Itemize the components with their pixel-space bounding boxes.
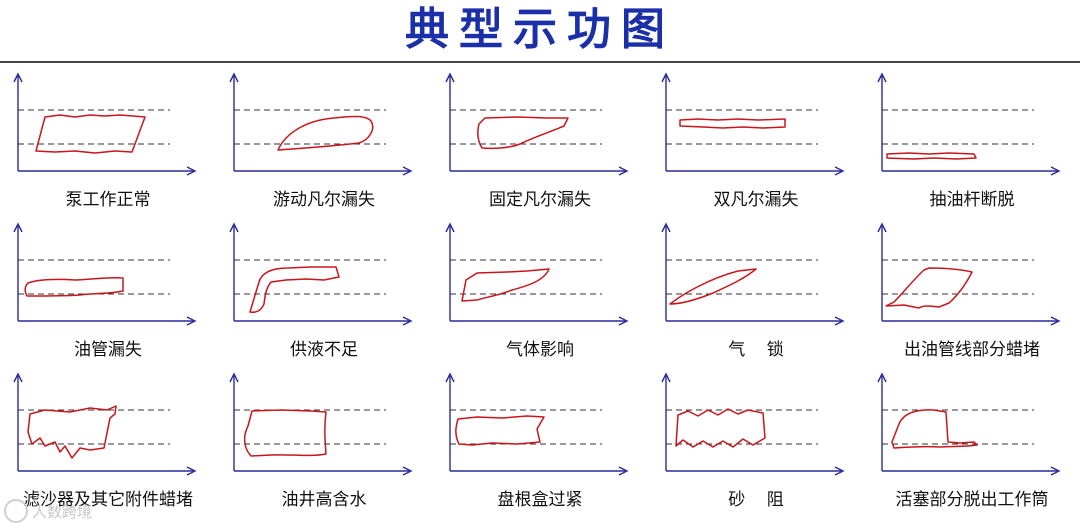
y-axis-arrow-icon	[445, 222, 455, 233]
x-axis-arrow-icon	[618, 316, 629, 326]
card-flowline-wax-block: 出油管线部分蜡堵	[864, 216, 1080, 366]
y-axis-arrow-icon	[445, 372, 455, 383]
y-axis-arrow-icon	[229, 372, 239, 383]
indicator-curve	[477, 116, 569, 150]
y-axis-arrow-icon	[877, 372, 887, 383]
x-axis-arrow-icon	[402, 166, 413, 176]
card-label: 盘根盒过紧	[497, 490, 583, 510]
card-gas-interference: 气体影响	[432, 216, 648, 366]
indicator-curve	[249, 266, 340, 313]
y-axis-arrow-icon	[877, 72, 887, 83]
y-axis-arrow-icon	[661, 222, 671, 233]
card-double-valve-leak: 双凡尔漏失	[648, 66, 864, 216]
watermark: 人数跨境	[4, 496, 92, 526]
indicator-curve	[891, 409, 978, 449]
watermark-logo-icon	[4, 499, 28, 523]
card-label: 气 锁	[728, 340, 784, 360]
dynamometer-plot	[13, 72, 197, 176]
dynamometer-card-grid: 泵工作正常 游动凡尔漏失 固定凡尔漏失 双凡尔漏失 抽油杆断脱油管漏失 供液不足 气体影响 气…	[0, 66, 1080, 521]
dynamometer-plot	[877, 72, 1061, 176]
y-axis-arrow-icon	[661, 372, 671, 383]
dynamometer-plot	[229, 222, 413, 326]
dynamometer-plot	[661, 222, 845, 326]
card-label: 滤沙器及其它附件蜡堵	[23, 490, 193, 510]
dynamometer-plot	[445, 222, 629, 326]
card-label: 出油管线部分蜡堵	[904, 340, 1040, 360]
dynamometer-plot	[877, 372, 1061, 476]
card-label: 油管漏失	[74, 340, 142, 360]
indicator-curve	[277, 115, 374, 151]
card-traveling-valve-leak: 游动凡尔漏失	[216, 66, 432, 216]
x-axis-arrow-icon	[186, 166, 197, 176]
x-axis-arrow-icon	[402, 316, 413, 326]
indicator-curve	[27, 405, 117, 459]
dynamometer-plot	[661, 372, 845, 476]
card-sand-blockage: 砂 阻	[648, 366, 864, 516]
dynamometer-plot	[661, 72, 845, 176]
indicator-curve	[886, 152, 977, 160]
y-axis-arrow-icon	[445, 72, 455, 83]
x-axis-arrow-icon	[618, 166, 629, 176]
card-label: 抽油杆断脱	[929, 190, 1015, 210]
card-label: 泵工作正常	[65, 190, 151, 210]
card-label: 供液不足	[290, 340, 358, 360]
dynamometer-plot	[13, 372, 197, 476]
x-axis-arrow-icon	[1050, 466, 1061, 476]
y-axis-arrow-icon	[229, 222, 239, 233]
card-tubing-leak: 油管漏失	[0, 216, 216, 366]
card-normal: 泵工作正常	[0, 66, 216, 216]
card-plunger-out-of-barrel: 活塞部分脱出工作筒	[864, 366, 1080, 516]
indicator-curve	[885, 267, 973, 309]
y-axis-arrow-icon	[229, 72, 239, 83]
x-axis-arrow-icon	[1050, 166, 1061, 176]
x-axis-arrow-icon	[834, 466, 845, 476]
indicator-curve	[455, 415, 545, 446]
x-axis-arrow-icon	[402, 466, 413, 476]
indicator-curve	[35, 114, 146, 154]
y-axis-arrow-icon	[13, 372, 23, 383]
card-label: 气体影响	[506, 340, 574, 360]
x-axis-arrow-icon	[834, 166, 845, 176]
dynamometer-plot	[445, 72, 629, 176]
page-title: 典型示功图	[405, 4, 675, 55]
y-axis-arrow-icon	[13, 72, 23, 83]
card-label: 游动凡尔漏失	[273, 190, 375, 210]
x-axis-arrow-icon	[186, 466, 197, 476]
card-rod-parted: 抽油杆断脱	[864, 66, 1080, 216]
card-label: 砂 阻	[728, 490, 784, 510]
card-label: 活塞部分脱出工作筒	[895, 490, 1049, 510]
indicator-curve	[669, 268, 757, 305]
card-sand-filter-wax-block: 滤沙器及其它附件蜡堵	[0, 366, 216, 516]
card-standing-valve-leak: 固定凡尔漏失	[432, 66, 648, 216]
x-axis-arrow-icon	[1050, 316, 1061, 326]
dynamometer-plot	[877, 222, 1061, 326]
card-label: 双凡尔漏失	[713, 190, 799, 210]
card-label: 固定凡尔漏失	[489, 190, 591, 210]
title-divider	[0, 61, 1080, 63]
indicator-curve	[461, 268, 550, 302]
dynamometer-plot	[229, 72, 413, 176]
x-axis-arrow-icon	[834, 316, 845, 326]
y-axis-arrow-icon	[13, 222, 23, 233]
card-label: 油井高含水	[281, 490, 367, 510]
indicator-curve	[675, 408, 766, 448]
y-axis-arrow-icon	[661, 72, 671, 83]
dynamometer-plot	[229, 372, 413, 476]
dynamometer-plot	[13, 222, 197, 326]
x-axis-arrow-icon	[618, 466, 629, 476]
indicator-curve	[24, 277, 124, 297]
x-axis-arrow-icon	[186, 316, 197, 326]
card-stuffing-box-tight: 盘根盒过紧	[432, 366, 648, 516]
card-insufficient-supply: 供液不足	[216, 216, 432, 366]
dynamometer-plot	[445, 372, 629, 476]
watermark-text: 人数跨境	[32, 502, 93, 521]
indicator-curve	[243, 409, 327, 457]
card-gas-lock: 气 锁	[648, 216, 864, 366]
indicator-curve	[679, 118, 786, 129]
card-high-water-cut: 油井高含水	[216, 366, 432, 516]
y-axis-arrow-icon	[877, 222, 887, 233]
